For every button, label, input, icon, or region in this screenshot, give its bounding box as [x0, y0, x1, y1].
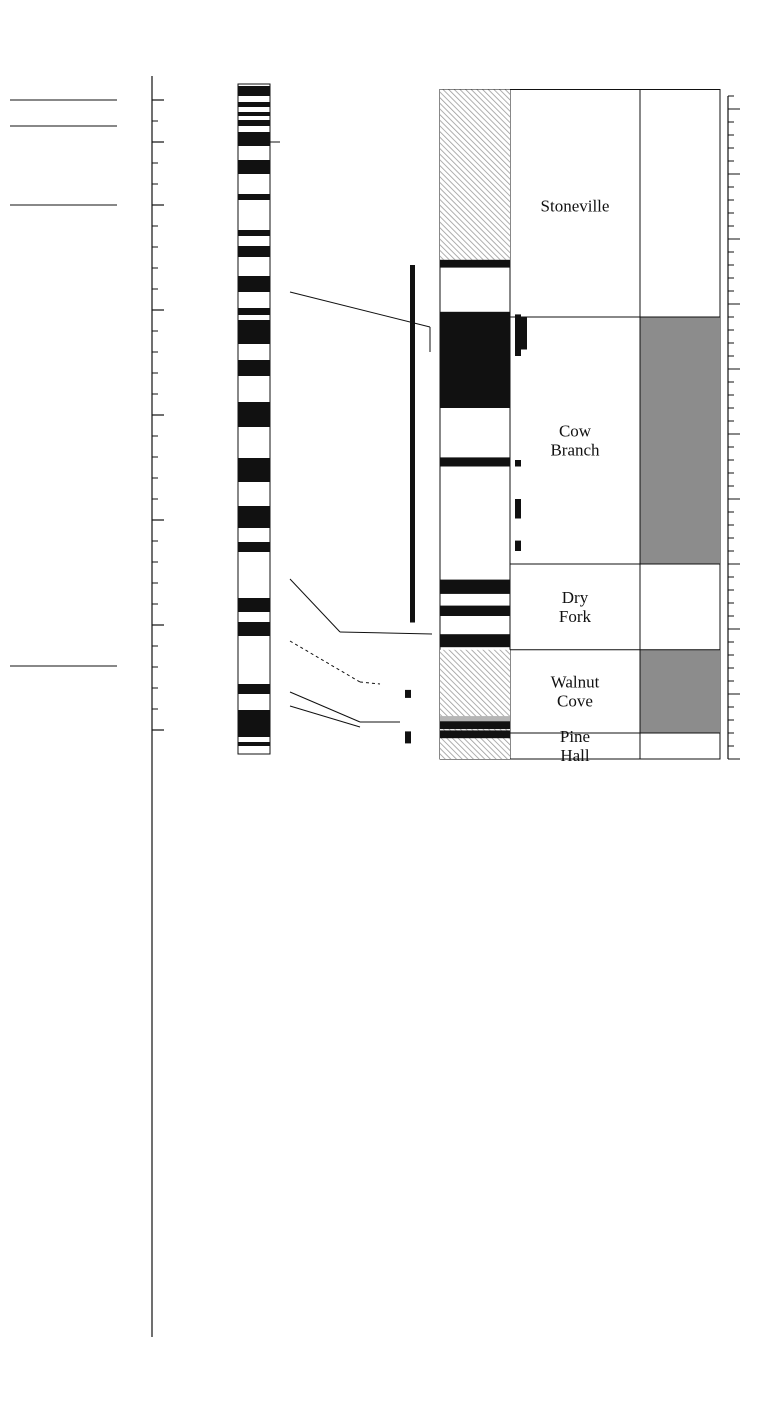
- formation-label: Pine Hall: [560, 727, 590, 765]
- correlation-line: [359, 681, 381, 685]
- apts-normal-polarity-block: [238, 160, 270, 174]
- correlation-line: [289, 578, 341, 633]
- dan-normal-polarity-block: [440, 730, 510, 739]
- section-bar-g: [405, 689, 411, 698]
- apts-normal-polarity-block: [238, 742, 270, 746]
- apts-normal-polarity-block: [238, 402, 270, 427]
- correlation-line: [289, 691, 361, 723]
- section-bar: [515, 460, 521, 467]
- apts-normal-polarity-block: [238, 622, 270, 636]
- rotated-frame: Stoneville Cow Branch Dry Fork Walnut Cove Pine…: [10, 76, 740, 1337]
- formation-label: Stoneville: [541, 197, 610, 216]
- apts-normal-polarity-block: [238, 276, 270, 292]
- correlation-line: [289, 640, 361, 683]
- apts-normal-polarity-block: [238, 458, 270, 482]
- section-bar: [515, 499, 521, 519]
- apts-normal-polarity-block: [238, 230, 270, 236]
- apts-normal-polarity-block: [238, 320, 270, 344]
- apts-normal-polarity-block: [238, 120, 270, 126]
- correlation-line: [289, 291, 431, 328]
- apts-normal-polarity-block: [238, 246, 270, 257]
- formation-label: Walnut Cove: [551, 672, 600, 710]
- apts-normal-polarity-block: [238, 506, 270, 528]
- cow-branch-shading: [640, 317, 720, 564]
- apts-normal-polarity-block: [238, 542, 270, 552]
- dan-normal-polarity-block: [440, 311, 510, 408]
- apts-normal-polarity-block: [238, 710, 270, 737]
- dan-normal-polarity-block: [440, 634, 510, 648]
- apts-normal-polarity-block: [238, 132, 270, 146]
- dan-normal-polarity-block: [440, 605, 510, 616]
- apts-normal-polarity-block: [238, 194, 270, 200]
- olsen-kent-bar: [410, 265, 415, 623]
- undetermined-polarity: [440, 89, 510, 260]
- dan-normal-polarity-block: [440, 457, 510, 467]
- apts-normal-polarity-block: [238, 86, 270, 96]
- dan-normal-polarity-block: [440, 579, 510, 594]
- apts-normal-polarity-block: [238, 112, 270, 116]
- apts-normal-polarity-block: [238, 598, 270, 612]
- apts-normal-polarity-block: [238, 684, 270, 694]
- apts-normal-polarity-block: [238, 102, 270, 107]
- dan-normal-polarity-block: [440, 259, 510, 268]
- dan-normal-polarity-block: [440, 721, 510, 730]
- formation-label: Cow Branch: [550, 422, 600, 460]
- section-bar: [515, 540, 521, 551]
- apts-normal-polarity-block: [238, 360, 270, 376]
- formation-label: Dry Fork: [559, 588, 592, 626]
- undetermined-polarity: [440, 649, 510, 759]
- section-bar-f: [405, 731, 411, 744]
- correlation-line: [339, 631, 433, 635]
- walnut-cove-shading: [640, 649, 720, 733]
- correlation-line: [289, 705, 361, 728]
- section-bar: [515, 314, 521, 356]
- apts-normal-polarity-block: [238, 308, 270, 315]
- section-bar: [521, 317, 527, 350]
